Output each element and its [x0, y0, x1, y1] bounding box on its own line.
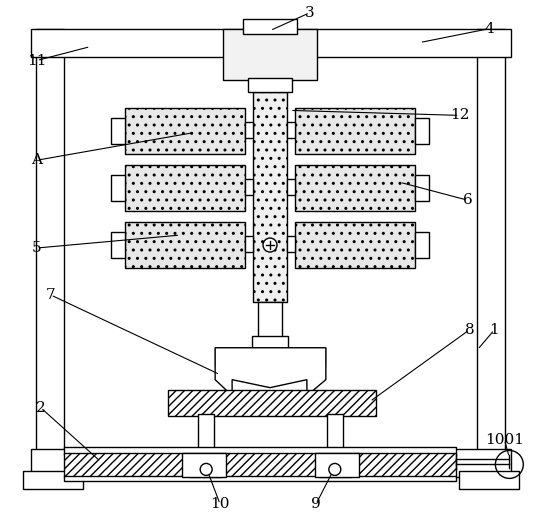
Bar — [225, 364, 237, 402]
Bar — [223, 29, 317, 80]
Bar — [319, 461, 351, 477]
Circle shape — [200, 464, 212, 475]
Text: 6: 6 — [462, 193, 472, 207]
Bar — [168, 390, 376, 416]
Bar — [125, 165, 245, 211]
Text: A: A — [31, 153, 42, 167]
Bar — [190, 461, 222, 477]
Circle shape — [263, 238, 277, 252]
Bar — [215, 348, 325, 366]
Bar — [63, 476, 456, 482]
Bar — [112, 232, 125, 258]
Bar — [112, 118, 125, 144]
Bar — [182, 454, 226, 477]
Bar — [287, 236, 295, 252]
Bar — [245, 236, 253, 252]
Bar — [295, 165, 415, 211]
Text: 10: 10 — [210, 497, 230, 511]
Text: 1: 1 — [489, 323, 499, 337]
Bar — [63, 454, 456, 477]
Bar — [287, 123, 295, 139]
Bar — [280, 364, 292, 402]
Text: 7: 7 — [46, 288, 55, 302]
Bar — [415, 118, 429, 144]
Bar — [245, 179, 253, 195]
Bar — [112, 175, 125, 201]
Bar — [460, 471, 519, 489]
Text: 4: 4 — [485, 22, 494, 36]
Bar — [315, 454, 359, 477]
Text: 2: 2 — [36, 401, 46, 415]
Bar — [415, 175, 429, 201]
Bar — [245, 123, 253, 139]
Circle shape — [329, 464, 341, 475]
Text: 9: 9 — [311, 497, 321, 511]
Polygon shape — [232, 380, 307, 404]
Bar — [243, 364, 255, 402]
Bar — [63, 448, 456, 455]
Bar — [243, 19, 297, 33]
Bar — [125, 222, 245, 268]
Bar — [258, 302, 282, 340]
Text: 11: 11 — [27, 54, 47, 67]
Bar — [252, 336, 288, 350]
Text: 8: 8 — [464, 323, 474, 337]
Bar — [198, 414, 214, 464]
Bar — [36, 29, 63, 477]
Text: 1001: 1001 — [485, 433, 524, 447]
Bar — [253, 93, 287, 302]
Bar — [478, 29, 505, 477]
Bar — [31, 29, 511, 57]
Text: 12: 12 — [450, 108, 469, 123]
Bar — [295, 222, 415, 268]
Bar — [327, 414, 343, 464]
Text: 3: 3 — [305, 6, 315, 20]
Bar — [31, 450, 511, 477]
Text: 5: 5 — [32, 241, 41, 255]
Bar — [287, 179, 295, 195]
Bar — [248, 78, 292, 93]
Bar — [298, 364, 310, 402]
Bar — [415, 232, 429, 258]
Bar — [23, 471, 82, 489]
Polygon shape — [215, 348, 326, 396]
Bar — [125, 108, 245, 154]
Bar — [295, 108, 415, 154]
